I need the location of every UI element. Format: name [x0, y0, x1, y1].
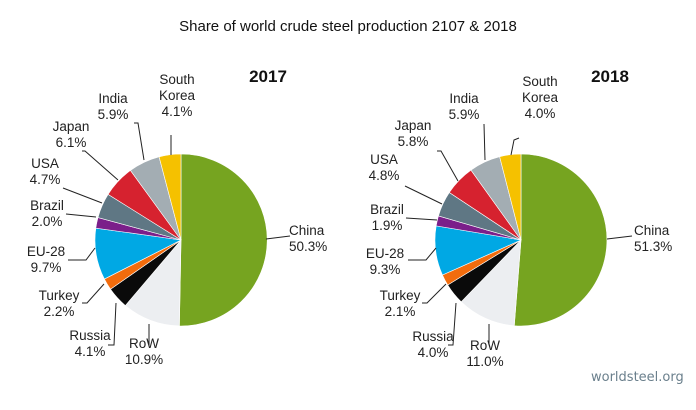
leader-line-china [606, 235, 633, 240]
data-label-name: Russia [412, 329, 454, 344]
pie-slice-china [513, 153, 608, 327]
data-label-china: China 51.3% [634, 223, 672, 254]
data-label-name: USA [370, 152, 398, 167]
leader-line-japan [82, 150, 119, 181]
data-label-name: EU-28 [366, 246, 404, 261]
data-label-india: India 5.9% [449, 91, 480, 122]
data-label-china: China 50.3% [289, 223, 327, 254]
data-label-name: Russia [69, 328, 111, 343]
data-label-russia: Russia 4.0% [412, 329, 454, 360]
data-label-value: 2.0% [32, 214, 63, 229]
data-label-turkey: Turkey 2.1% [380, 288, 421, 319]
leader-line-eu-28 [408, 247, 437, 261]
source-label: worldsteel.org [591, 370, 684, 385]
data-label-value: 10.9% [125, 352, 163, 367]
data-label-eu-28: EU-28 9.3% [366, 246, 404, 277]
leader-line-japan [437, 150, 459, 182]
data-label-name: EU-28 [27, 244, 65, 259]
pie-slice-china [179, 153, 268, 327]
data-label-south-korea: South Korea 4.1% [159, 72, 196, 119]
data-label-name: Korea [522, 90, 559, 105]
data-label-brazil: Brazil 2.0% [30, 198, 64, 229]
data-label-name: India [449, 91, 479, 106]
data-label-value: 4.0% [418, 345, 449, 360]
data-label-value: 5.9% [449, 107, 480, 122]
pie-slice-south-korea [158, 153, 182, 241]
data-label-value: 4.8% [369, 168, 400, 183]
data-label-japan: Japan 6.1% [53, 119, 90, 150]
data-label-name: South [522, 74, 557, 89]
data-label-value: 9.7% [31, 260, 62, 275]
data-label-value: 9.3% [370, 262, 401, 277]
data-label-south-korea: South Korea 4.0% [522, 74, 559, 121]
data-label-name: China [634, 223, 670, 238]
data-label-value: 5.9% [98, 107, 129, 122]
leader-line-turkey [422, 283, 447, 304]
data-label-name: Korea [159, 88, 196, 103]
pie-2017: China 50.3%RoW 10.9%Russia 4.1%Turkey 2.2%EU… [27, 67, 327, 367]
data-label-name: USA [31, 156, 59, 171]
leader-line-south-korea [510, 137, 520, 156]
pie-2018: China 51.3%RoW 11.0%Russia 4.0%Turkey 2.1%EU… [366, 67, 672, 369]
data-label-value: 11.0% [466, 354, 503, 369]
leader-line-brazil [405, 217, 438, 221]
data-label-name: South [159, 72, 194, 87]
pie-title-2017: 2017 [249, 67, 287, 86]
data-label-value: 4.1% [162, 104, 193, 119]
leader-line-india [483, 123, 486, 161]
data-label-name: Brazil [370, 202, 404, 217]
data-label-brazil: Brazil 1.9% [370, 202, 404, 233]
leader-line-russia [448, 302, 457, 346]
leader-line-turkey [82, 283, 105, 304]
data-label-name: Turkey [380, 288, 421, 303]
data-label-row: RoW 11.0% [466, 338, 503, 369]
data-label-india: India 5.9% [98, 91, 129, 122]
leader-line-eu-28 [68, 247, 96, 261]
data-label-usa: USA 4.8% [369, 152, 400, 183]
data-label-japan: Japan 5.8% [395, 118, 432, 149]
leader-line-china [265, 235, 291, 240]
data-label-value: 4.0% [525, 106, 556, 121]
leader-line-india [134, 122, 145, 161]
data-label-name: RoW [129, 336, 159, 351]
data-label-value: 51.3% [634, 239, 672, 254]
data-label-value: 1.9% [372, 218, 403, 233]
data-label-russia: Russia 4.1% [69, 328, 111, 359]
data-label-value: 4.7% [30, 172, 61, 187]
data-label-name: India [98, 91, 128, 106]
pie-title-2018: 2018 [591, 67, 629, 86]
data-label-name: China [289, 223, 325, 238]
data-label-turkey: Turkey 2.2% [39, 288, 80, 319]
chart-title: Share of world crude steel production 21… [179, 18, 517, 35]
data-label-eu-28: EU-28 9.7% [27, 244, 65, 275]
data-label-value: 2.1% [385, 304, 416, 319]
data-label-value: 2.2% [44, 304, 75, 319]
leader-line-brazil [65, 213, 97, 218]
data-label-name: Japan [53, 119, 90, 134]
leader-line-usa [62, 187, 103, 204]
data-label-name: RoW [470, 338, 500, 353]
leader-line-russia [108, 302, 117, 346]
data-label-value: 50.3% [289, 239, 327, 254]
pie-slice-south-korea [499, 153, 522, 241]
data-label-value: 5.8% [398, 134, 429, 149]
data-label-usa: USA 4.7% [30, 156, 61, 187]
data-label-name: Japan [395, 118, 432, 133]
data-label-name: Turkey [39, 288, 80, 303]
data-label-value: 6.1% [56, 135, 87, 150]
data-label-name: Brazil [30, 198, 64, 213]
data-label-row: RoW 10.9% [125, 336, 163, 367]
data-label-value: 4.1% [75, 344, 106, 359]
leader-line-usa [404, 185, 443, 205]
